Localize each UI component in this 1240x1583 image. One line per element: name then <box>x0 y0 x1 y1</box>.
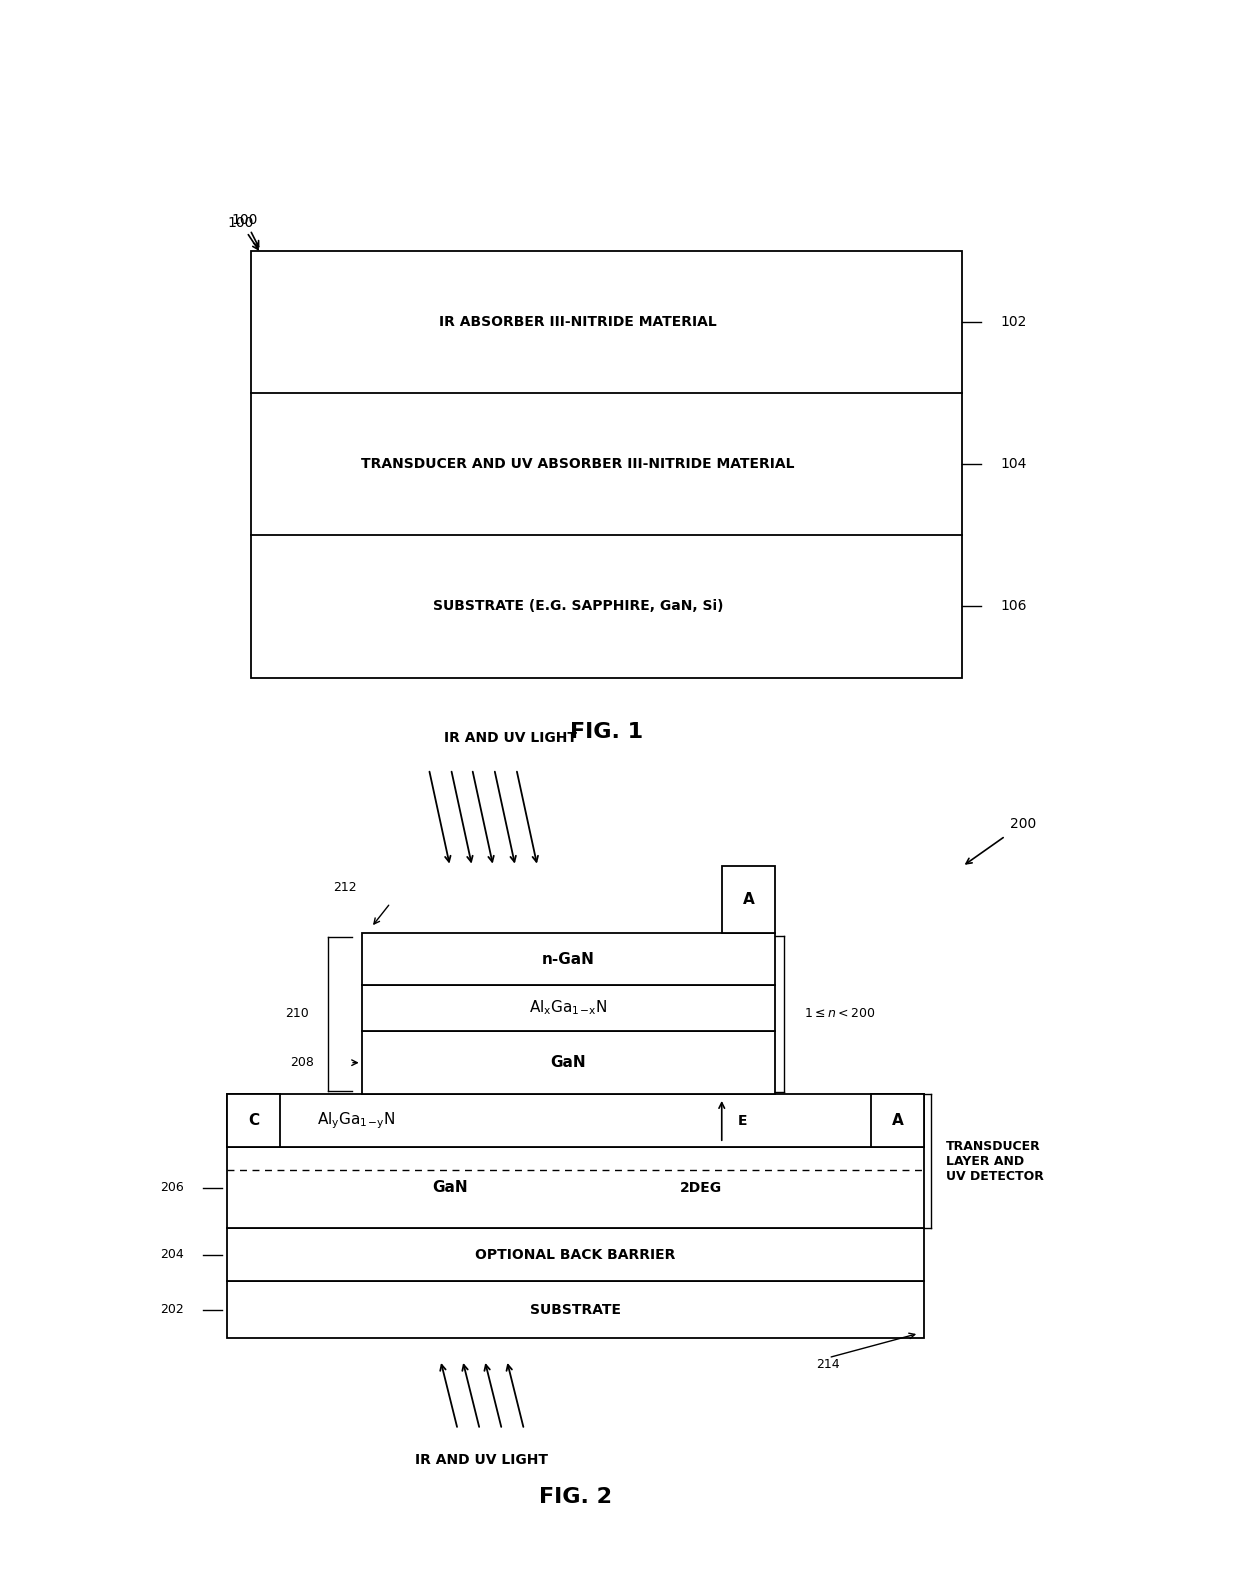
Text: FIG. 2: FIG. 2 <box>539 1486 611 1507</box>
Bar <box>362 934 775 985</box>
Text: A: A <box>743 893 754 907</box>
Text: 204: 204 <box>160 1247 184 1262</box>
Bar <box>227 1146 924 1228</box>
Text: SUBSTRATE: SUBSTRATE <box>529 1303 621 1317</box>
Text: 214: 214 <box>816 1358 839 1371</box>
Text: 202: 202 <box>160 1303 184 1315</box>
Bar <box>227 1094 924 1146</box>
Text: TRANSDUCER AND UV ABSORBER III-NITRIDE MATERIAL: TRANSDUCER AND UV ABSORBER III-NITRIDE M… <box>361 457 795 472</box>
Text: IR AND UV LIGHT: IR AND UV LIGHT <box>414 1453 548 1467</box>
Text: 200: 200 <box>1011 817 1037 831</box>
Text: E: E <box>738 1113 748 1127</box>
Bar <box>227 1094 280 1146</box>
Bar <box>250 252 962 678</box>
Text: $\mathrm{Al_y Ga_{1\!-\!y} N}$: $\mathrm{Al_y Ga_{1\!-\!y} N}$ <box>317 1110 396 1130</box>
Text: A: A <box>892 1113 903 1129</box>
Text: 212: 212 <box>334 880 357 894</box>
Text: C: C <box>248 1113 259 1129</box>
Bar <box>227 1228 924 1281</box>
Text: 102: 102 <box>1001 315 1027 329</box>
Text: 210: 210 <box>285 1007 309 1021</box>
Text: 2DEG: 2DEG <box>680 1181 722 1195</box>
Text: $\mathrm{Al_x Ga_{1\!-\!x} N}$: $\mathrm{Al_x Ga_{1\!-\!x} N}$ <box>529 999 608 1018</box>
Text: $1{\leq}n{<}200$: $1{\leq}n{<}200$ <box>805 1007 875 1021</box>
Text: 206: 206 <box>160 1181 184 1194</box>
Text: 208: 208 <box>290 1056 314 1069</box>
Text: 106: 106 <box>1001 600 1027 614</box>
Text: IR ABSORBER III-NITRIDE MATERIAL: IR ABSORBER III-NITRIDE MATERIAL <box>439 315 717 329</box>
Text: 100: 100 <box>227 215 258 250</box>
Bar <box>722 866 775 934</box>
Text: IR AND UV LIGHT: IR AND UV LIGHT <box>444 731 578 746</box>
Bar <box>362 985 775 1031</box>
Text: GaN: GaN <box>433 1181 467 1195</box>
Text: 104: 104 <box>1001 457 1027 472</box>
Bar <box>227 1281 924 1338</box>
Text: SUBSTRATE (E.G. SAPPHIRE, GaN, Si): SUBSTRATE (E.G. SAPPHIRE, GaN, Si) <box>433 600 723 614</box>
Bar <box>362 1031 775 1094</box>
Text: GaN: GaN <box>551 1056 587 1070</box>
Bar <box>870 1094 924 1146</box>
Text: OPTIONAL BACK BARRIER: OPTIONAL BACK BARRIER <box>475 1247 676 1262</box>
Text: n-GaN: n-GaN <box>542 951 595 967</box>
Text: FIG. 1: FIG. 1 <box>570 722 644 742</box>
Text: TRANSDUCER
LAYER AND
UV DETECTOR: TRANSDUCER LAYER AND UV DETECTOR <box>946 1140 1044 1183</box>
Text: 100: 100 <box>232 214 259 247</box>
